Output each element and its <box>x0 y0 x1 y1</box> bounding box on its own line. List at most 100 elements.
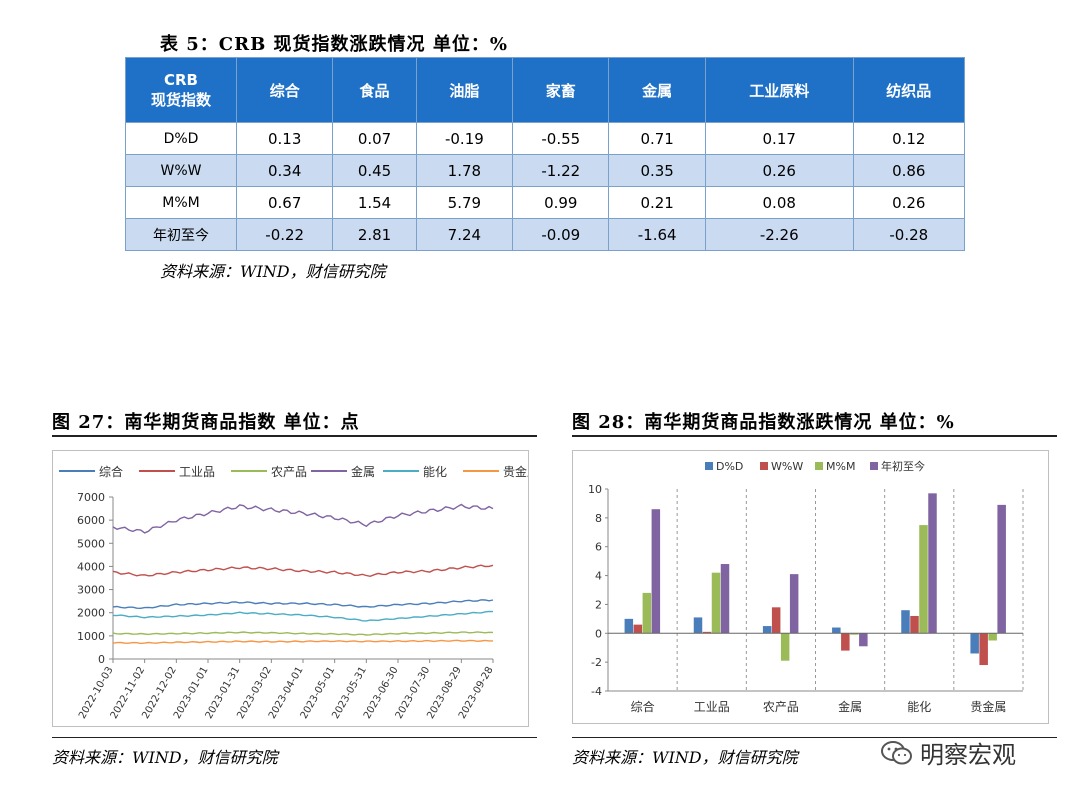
table-cell: 1.78 <box>415 154 514 187</box>
table-cell: -2.26 <box>704 218 854 251</box>
fig28-bottom-rule <box>572 737 1057 738</box>
x-tick-label: 2023-09-28 <box>457 665 496 721</box>
y-tick-label: 10 <box>588 483 602 496</box>
table-cell: -0.55 <box>512 122 610 155</box>
table-cell: 0.99 <box>512 186 610 219</box>
y-tick-label: 7000 <box>77 491 105 504</box>
table-cell: -1.22 <box>512 154 610 187</box>
y-tick-label: 8 <box>595 512 602 525</box>
fig27-source: 资料来源：WIND，财信研究院 <box>52 748 278 767</box>
bar-年初至今-综合 <box>651 509 661 634</box>
table-cell: 2.81 <box>332 218 417 251</box>
bar-M%M-综合 <box>642 592 652 634</box>
fig28-chart: D%D W%W M%M 年初至今 -4 -2 0 2 4 6 8 10 综合 工业品 农产品 金属 能化 贵金属 <box>588 459 1024 714</box>
bar-年初至今-能化 <box>928 493 937 634</box>
table5-title: 表 5：CRB 现货指数涨跌情况 单位：% <box>160 34 508 55</box>
table-cell: 0.86 <box>852 154 966 187</box>
wechat-icon <box>881 740 912 764</box>
bar-D%D-工业品 <box>693 617 703 634</box>
bar-年初至今-金属 <box>859 633 868 647</box>
table-cell: 0.34 <box>235 154 334 187</box>
crb-table: CRB 现货指数 综合 食品 油脂 家畜 金属 工业原料 纺织品 D%D 0.1… <box>125 57 966 251</box>
bar-W%W-金属 <box>841 633 850 651</box>
table-cell: 0.26 <box>704 154 854 187</box>
x-category-label: 工业品 <box>694 700 730 714</box>
table-cell: 0.45 <box>332 154 417 187</box>
watermark-text: 明察宏观 <box>920 741 1016 769</box>
y-tick-label: 3000 <box>77 584 105 597</box>
y-tick-label: 4 <box>595 570 602 583</box>
table-cell: 0.21 <box>608 186 706 219</box>
legend-label: 综合 <box>99 464 123 479</box>
table-cell: 0.13 <box>235 122 334 155</box>
x-category-label: 能化 <box>907 700 931 714</box>
series-line-金属 <box>112 503 494 534</box>
y-tick-label: 5000 <box>77 537 105 550</box>
header-corner-line1: CRB <box>164 70 198 89</box>
bar-M%M-农产品 <box>780 633 790 661</box>
x-category-label: 贵金属 <box>970 699 1006 714</box>
row-label: M%M <box>125 186 237 219</box>
table-row: D%D 0.13 0.07 -0.19 -0.55 0.71 0.17 0.12 <box>125 122 966 155</box>
y-tick-label: 0 <box>595 627 602 640</box>
bar-D%D-农产品 <box>762 626 772 634</box>
col-header: 纺织品 <box>852 57 966 123</box>
table-cell: -0.19 <box>415 122 514 155</box>
table-cell: 0.35 <box>608 154 706 187</box>
table-row: W%W 0.34 0.45 1.78 -1.22 0.35 0.26 0.86 <box>125 154 966 187</box>
col-header: 综合 <box>235 57 334 123</box>
fig27-bottom-rule <box>52 737 537 738</box>
y-tick-label: -4 <box>591 685 602 698</box>
legend-swatch <box>870 462 878 470</box>
y-tick-label: 1000 <box>77 630 105 643</box>
watermark: 明察宏观 <box>880 735 1016 770</box>
y-tick-label: 2 <box>595 598 602 611</box>
fig28-panel: D%D W%W M%M 年初至今 -4 -2 0 2 4 6 8 10 综合 工业品 农产品 金属 能化 贵金属 <box>572 450 1049 724</box>
table-cell: 0.12 <box>852 122 966 155</box>
fig28-top-rule <box>572 435 1057 437</box>
header-corner-line2: 现货指数 <box>150 90 211 109</box>
series-line-工业品 <box>112 564 494 578</box>
legend-label: 工业品 <box>179 465 215 479</box>
table-cell: 0.67 <box>235 186 334 219</box>
y-tick-label: 6 <box>595 541 602 554</box>
table-cell: 5.79 <box>415 186 514 219</box>
x-category-label: 金属 <box>838 699 862 714</box>
y-tick-label: 2000 <box>77 607 105 620</box>
table5-source: 资料来源：WIND，财信研究院 <box>160 262 386 281</box>
bar-M%M-金属 <box>850 633 859 635</box>
fig28-source: 资料来源：WIND，财信研究院 <box>572 748 798 767</box>
table-cell: 1.54 <box>332 186 417 219</box>
bar-W%W-综合 <box>633 624 643 634</box>
series-line-能化 <box>112 610 494 622</box>
bar-D%D-综合 <box>624 618 634 634</box>
series-line-农产品 <box>112 631 494 636</box>
table-cell: -0.28 <box>852 218 966 251</box>
fig27-panel: 综合 工业品 农产品 金属 能化 贵金属 0 1000 2000 3000 4000 5000 6000… <box>52 450 539 727</box>
y-tick-label: 6000 <box>77 514 105 527</box>
table-row: 年初至今 -0.22 2.81 7.24 -0.09 -1.64 -2.26 -… <box>125 218 966 251</box>
bar-D%D-能化 <box>901 610 910 634</box>
legend-label: 能化 <box>423 465 447 479</box>
bar-D%D-贵金属 <box>970 633 979 654</box>
table-cell: 0.71 <box>608 122 706 155</box>
bar-M%M-能化 <box>919 525 928 634</box>
y-tick-label: 4000 <box>77 560 105 573</box>
fig27-top-rule <box>52 435 537 437</box>
bar-W%W-工业品 <box>702 631 712 634</box>
bar-W%W-贵金属 <box>979 633 988 666</box>
legend-label: D%D <box>716 460 743 473</box>
legend-label: 年初至今 <box>881 459 925 473</box>
table-cell: -1.64 <box>608 218 706 251</box>
table-cell: 0.07 <box>332 122 417 155</box>
fig27-title: 图 27：南华期货商品指数 单位：点 <box>52 412 360 433</box>
legend-label: 贵金属 <box>503 464 528 479</box>
series-line-综合 <box>112 599 494 610</box>
col-header: 食品 <box>332 57 417 123</box>
table-cell: -0.22 <box>235 218 334 251</box>
col-header: 工业原料 <box>704 57 854 123</box>
legend-swatch <box>815 462 823 470</box>
row-label: 年初至今 <box>125 218 237 251</box>
x-category-label: 综合 <box>631 699 655 714</box>
table-cell: 7.24 <box>415 218 514 251</box>
